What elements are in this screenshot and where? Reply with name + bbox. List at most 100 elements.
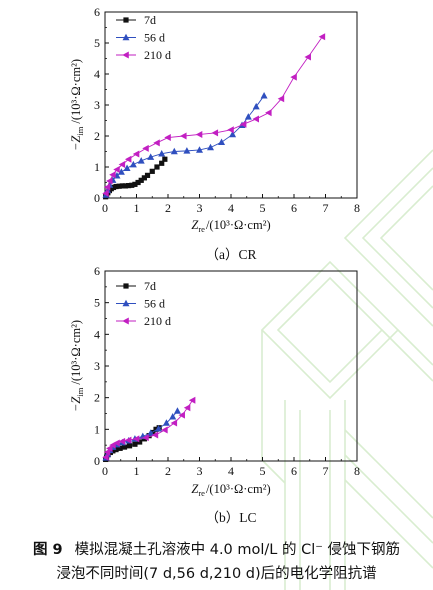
legend-entry-210d: 210 d	[116, 48, 171, 62]
data-point-7d	[159, 160, 165, 166]
x-tick-label: 4	[228, 464, 234, 478]
data-point-210d	[103, 183, 111, 191]
y-axis-label: −Zim /(10³·Ω·cm²)	[69, 59, 85, 151]
y-tick-label: 4	[94, 67, 100, 81]
y-tick-label: 0	[94, 454, 100, 468]
x-tick-label: 5	[260, 464, 266, 478]
x-tick-label: 5	[260, 201, 266, 215]
data-point-56d	[207, 143, 215, 151]
data-point-7d	[126, 443, 133, 449]
y-axis-label-symbol: −Z	[69, 135, 83, 151]
data-point-210d	[102, 453, 109, 461]
legend-label: 7d	[144, 279, 156, 293]
x-tick-label: 0	[102, 464, 108, 478]
x-tick-label: 4	[228, 201, 234, 215]
x-axis-label-subscript: re	[198, 224, 205, 234]
data-point-7d	[153, 426, 159, 432]
data-point-56d	[260, 92, 268, 99]
data-point-210d	[106, 444, 113, 452]
data-point-56d	[252, 102, 260, 110]
data-point-210d	[180, 132, 187, 140]
legend-label: 210 d	[144, 48, 171, 62]
x-axis-label-symbol: Z	[191, 218, 199, 232]
data-point-210d	[227, 126, 234, 134]
x-tick-label: 0	[102, 201, 108, 215]
x-tick-label: 8	[354, 464, 360, 478]
data-point-56d	[137, 157, 145, 164]
y-axis-label-symbol: −Z	[69, 396, 83, 412]
data-point-210d	[151, 431, 159, 439]
figure-caption-line-2: 浸泡不同时间(7 d,56 d,210 d)后的电化学阻抗谱	[56, 566, 377, 582]
data-point-210d	[106, 177, 113, 185]
x-axis-label-unit: /(10³·Ω·cm²)	[206, 482, 271, 496]
y-tick-label: 1	[94, 422, 100, 436]
data-point-56d	[183, 147, 191, 154]
data-point-210d	[290, 73, 297, 81]
y-tick-label: 5	[94, 296, 100, 310]
data-point-7d	[129, 182, 135, 188]
x-tick-label: 1	[134, 464, 140, 478]
data-point-210d	[109, 441, 116, 449]
x-tick-label: 6	[291, 201, 297, 215]
data-point-7d	[122, 183, 129, 189]
legend-entry-7d: 7d	[116, 279, 156, 293]
data-point-210d	[265, 109, 272, 117]
data-point-56d	[229, 130, 237, 138]
data-point-7d	[149, 168, 155, 174]
data-point-210d	[195, 130, 203, 138]
legend-label: 210 d	[144, 314, 171, 328]
panel-caption-a: （a）CR	[205, 247, 257, 262]
data-point-7d	[141, 175, 147, 181]
y-axis-label-unit: /(10³·Ω·cm²)	[69, 59, 83, 124]
data-point-7d	[150, 429, 156, 436]
data-point-210d	[188, 396, 196, 404]
data-point-56d	[117, 168, 125, 175]
panel-caption-b: （b）LC	[205, 510, 257, 525]
data-point-210d	[252, 115, 259, 123]
legend-entry-56d: 56 d	[116, 31, 165, 45]
data-point-7d	[154, 164, 160, 170]
plot-frame	[104, 270, 358, 462]
data-point-210d	[102, 189, 109, 197]
x-tick-label: 1	[134, 201, 140, 215]
y-tick-label: 6	[94, 264, 100, 278]
data-point-210d	[153, 139, 160, 147]
legend-marker	[122, 33, 130, 41]
data-point-7d	[117, 445, 123, 451]
legend-entry-56d: 56 d	[116, 297, 165, 311]
data-point-210d	[109, 171, 116, 179]
x-axis-label: Zre/(10³·Ω·cm²)	[191, 218, 270, 234]
series-210d	[102, 396, 196, 461]
data-point-210d	[304, 53, 311, 61]
x-tick-label: 2	[165, 464, 171, 478]
data-point-56d	[147, 429, 155, 436]
data-point-210d	[142, 144, 149, 152]
x-tick-label: 6	[291, 464, 297, 478]
data-point-7d	[113, 183, 119, 190]
x-tick-label: 7	[323, 464, 329, 478]
data-point-210d	[118, 437, 126, 445]
data-point-56d	[173, 407, 181, 414]
y-tick-label: 6	[94, 5, 100, 19]
series-56d	[102, 92, 268, 198]
y-tick-label: 0	[94, 191, 100, 205]
data-point-210d	[277, 95, 285, 103]
data-point-210d	[142, 434, 149, 442]
x-axis-label-symbol: Z	[191, 482, 199, 496]
data-point-7d	[137, 439, 143, 445]
x-tick-label: 7	[323, 201, 329, 215]
x-axis-label-unit: /(10³·Ω·cm²)	[206, 218, 271, 232]
y-tick-label: 5	[94, 36, 100, 50]
data-point-7d	[119, 183, 125, 189]
data-point-7d	[121, 444, 128, 450]
data-point-56d	[129, 160, 137, 168]
data-point-7d	[116, 183, 122, 189]
legend-marker	[122, 51, 129, 59]
series-210d	[102, 33, 326, 197]
y-axis-label-subscript: im	[75, 387, 85, 396]
legend-marker	[122, 299, 130, 307]
